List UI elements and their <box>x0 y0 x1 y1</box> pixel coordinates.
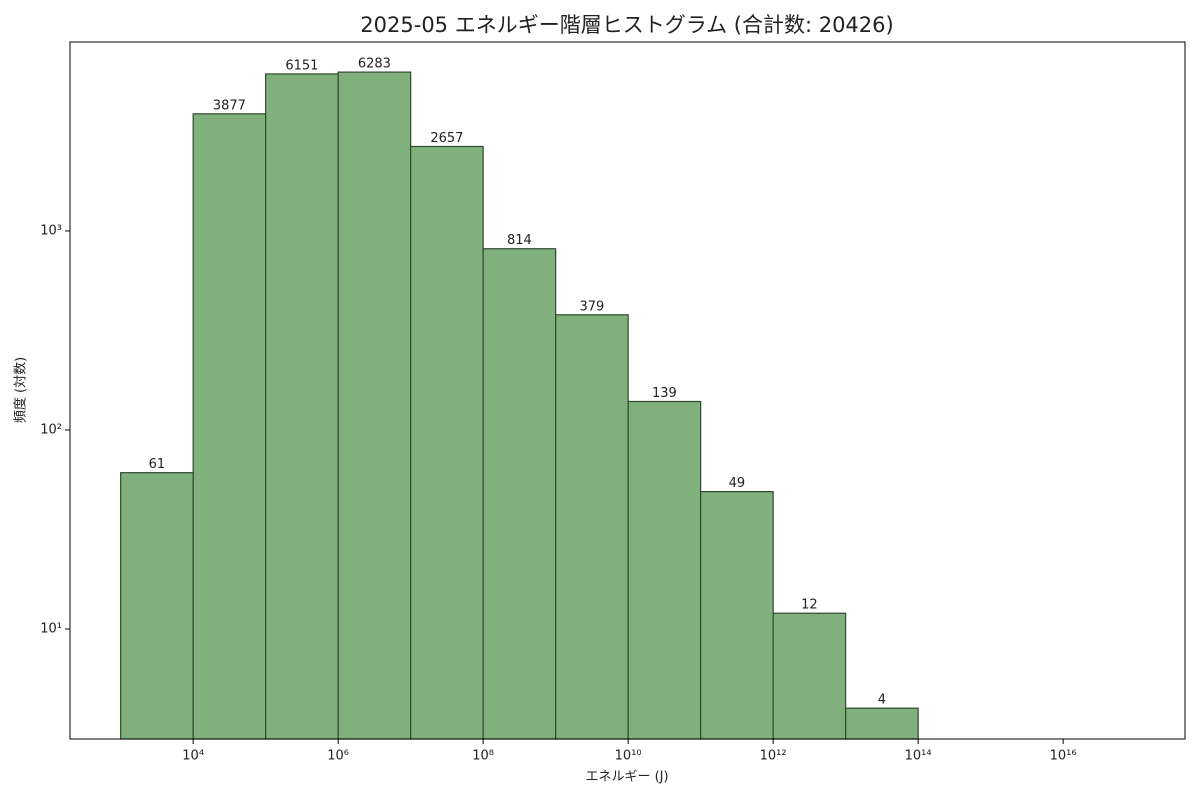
value-label: 4 <box>878 693 886 708</box>
x-tick-label: 10¹⁴ <box>905 749 932 764</box>
y-tick-label: 10² <box>40 422 62 437</box>
bar <box>700 491 774 740</box>
value-label: 49 <box>729 476 746 491</box>
y-tick-label: 10³ <box>40 223 62 238</box>
chart-title: 2025-05 エネルギー階層ヒストグラム (合計数: 20426) <box>360 13 893 37</box>
x-axis-label: エネルギー (J) <box>585 770 668 785</box>
value-label: 814 <box>507 233 532 248</box>
bar <box>265 73 339 740</box>
x-tick-label: 10⁸ <box>472 749 494 764</box>
x-tick-label: 10⁴ <box>182 749 204 764</box>
bar <box>555 314 629 740</box>
value-label: 61 <box>149 457 166 472</box>
value-label: 139 <box>652 386 677 401</box>
x-tick-label: 10¹⁰ <box>615 749 642 764</box>
x-tick-label: 10⁶ <box>327 749 349 764</box>
value-label: 379 <box>579 299 604 314</box>
value-label: 12 <box>801 598 818 613</box>
bar <box>192 113 267 740</box>
y-tick-label: 10¹ <box>40 621 62 636</box>
value-label: 3877 <box>213 98 246 113</box>
value-label: 6283 <box>358 57 391 72</box>
bar <box>845 707 919 740</box>
bar <box>482 248 557 740</box>
value-label: 6151 <box>285 58 318 73</box>
bar <box>120 472 194 740</box>
bar <box>410 145 484 740</box>
plot-frame <box>69 41 1186 740</box>
bar <box>337 71 412 740</box>
bar <box>772 612 847 740</box>
y-axis-label: 頻度 (対数) <box>13 357 29 423</box>
value-label: 2657 <box>430 131 463 146</box>
x-tick-label: 10¹² <box>760 749 787 764</box>
bar <box>627 400 702 740</box>
x-tick-label: 10¹⁶ <box>1050 749 1077 764</box>
